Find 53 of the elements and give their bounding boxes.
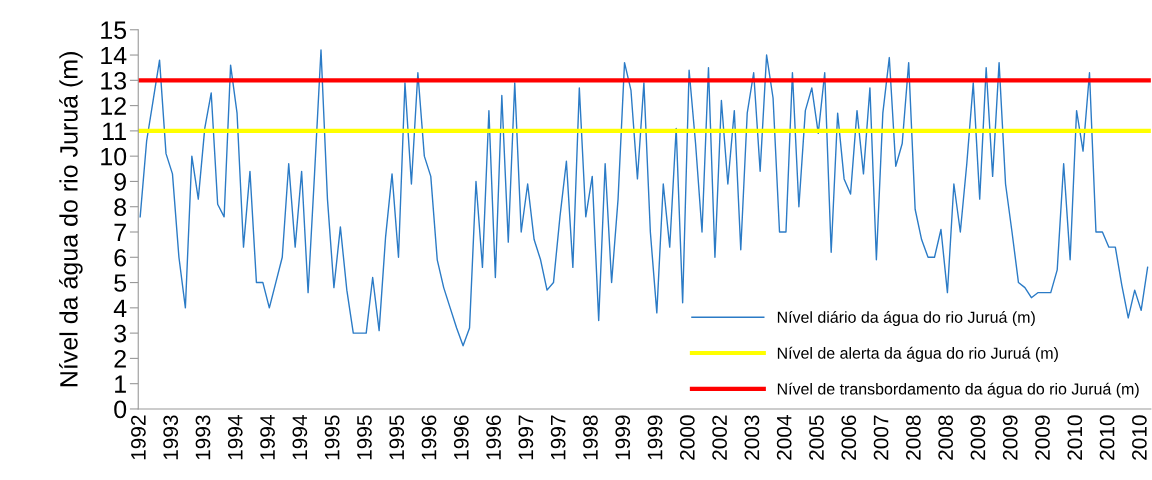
y-tick-label: 4 xyxy=(113,299,127,317)
y-tick-label: 2 xyxy=(114,350,126,368)
x-tick-label: 2009 xyxy=(1002,415,1018,460)
x-tick-label: 2010 xyxy=(1099,415,1115,460)
x-tick-label: 2003 xyxy=(744,415,760,460)
y-tick-label: 14 xyxy=(101,46,127,65)
x-tick-label: 2000 xyxy=(679,415,695,460)
x-tick-label: 2010 xyxy=(1067,415,1083,460)
line-series xyxy=(139,49,1149,347)
x-tick-label: 2009 xyxy=(1035,415,1050,460)
x-tick-label: 1997 xyxy=(550,415,566,460)
y-tick-label: 6 xyxy=(114,248,127,267)
y-tick-label: 15 xyxy=(101,21,127,40)
x-tick-label: 1996 xyxy=(421,415,437,460)
x-tick-label: 1995 xyxy=(324,415,340,460)
x-tick-label: 1996 xyxy=(486,415,501,460)
x-tick-label: 1997 xyxy=(518,415,534,460)
y-tick-label: 9 xyxy=(114,173,126,191)
x-tick-label: 2008 xyxy=(938,415,954,460)
x-tick-label: 2005 xyxy=(809,415,824,460)
x-tick-label: 1996 xyxy=(453,415,469,460)
x-tick-label: 2004 xyxy=(776,415,792,460)
y-tick-label: 12 xyxy=(101,97,126,115)
y-tick-label: 10 xyxy=(101,147,127,166)
x-tick-label: 1994 xyxy=(292,415,308,460)
x-tick-label: 1994 xyxy=(260,415,275,460)
legend-label: Nível diário da água do rio Juruá (m) xyxy=(777,311,1035,327)
x-tick-label: 2007 xyxy=(873,415,889,460)
x-tick-label: 1999 xyxy=(647,415,663,460)
x-tick-label: 1999 xyxy=(615,415,631,460)
y-tick-label: 8 xyxy=(114,198,127,217)
y-tick-label: 11 xyxy=(103,122,126,140)
x-tick-label: 2006 xyxy=(841,415,857,460)
x-tick-label: 2002 xyxy=(712,415,727,460)
x-tick-label: 1995 xyxy=(357,415,372,460)
x-tick-label: 1993 xyxy=(163,415,179,460)
y-tick-label: 3 xyxy=(114,324,127,343)
y-tick-label: 1 xyxy=(115,375,126,393)
y-tick-label: 13 xyxy=(101,71,127,90)
y-axis-title: Nível da água do rio Juruá (m) xyxy=(59,52,83,387)
x-tick-label: 1998 xyxy=(583,415,598,460)
y-tick-label: 5 xyxy=(114,274,127,292)
x-tick-label: 1994 xyxy=(227,415,243,460)
legend-label: Nível de alerta da água do rio Juruá (m) xyxy=(777,346,1058,362)
x-tick-label: 1995 xyxy=(389,415,405,460)
y-tick-label: 0 xyxy=(114,400,127,419)
x-tick-label: 2010 xyxy=(1132,415,1147,460)
y-tick-label: 7 xyxy=(114,223,126,242)
x-tick-label: 2009 xyxy=(970,415,986,460)
legend-label: Nível de transbordamento da água do rio Juruá (m) xyxy=(777,382,1139,398)
x-tick-label: 2008 xyxy=(905,415,921,460)
x-tick-label: 1992 xyxy=(131,415,146,460)
x-tick-label: 1993 xyxy=(195,415,211,460)
